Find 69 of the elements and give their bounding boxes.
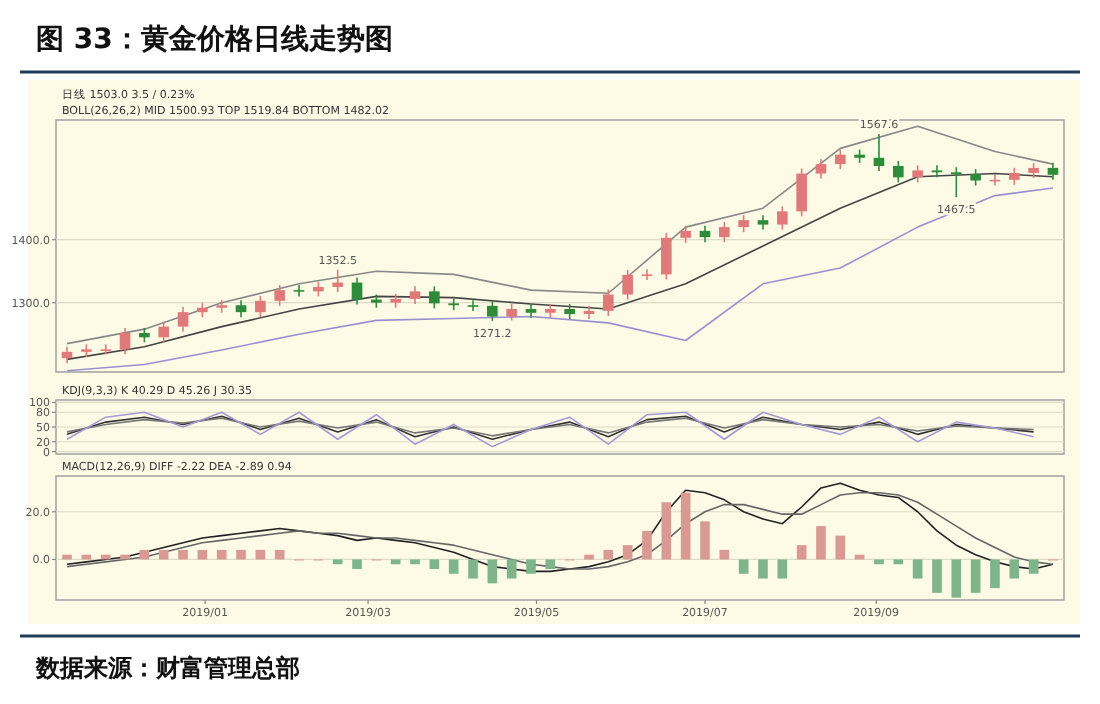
candlestick <box>719 221 730 244</box>
bar <box>642 530 652 560</box>
bar <box>216 549 227 560</box>
line-series <box>66 411 1035 448</box>
line-series <box>66 125 1054 345</box>
candlestick <box>158 320 170 344</box>
bar <box>661 502 672 560</box>
bar <box>990 559 1000 589</box>
candlestick <box>950 166 962 198</box>
bar <box>932 559 942 593</box>
candlestick <box>525 303 537 319</box>
bar <box>719 549 730 560</box>
bar <box>835 535 846 560</box>
bar <box>1028 559 1039 574</box>
bar <box>758 559 768 579</box>
bar <box>448 559 459 574</box>
bar <box>874 559 884 565</box>
bar <box>429 559 440 569</box>
candlestick <box>796 167 807 218</box>
bar <box>777 559 788 579</box>
bar <box>970 559 981 593</box>
candlestick <box>641 268 653 281</box>
bar <box>274 549 285 560</box>
bar <box>680 492 691 560</box>
bar <box>738 559 749 574</box>
bar <box>951 559 962 598</box>
candlestick <box>255 294 266 318</box>
candlestick <box>100 343 112 356</box>
bar <box>332 559 343 565</box>
bar <box>700 521 710 560</box>
bar <box>178 549 188 560</box>
bar <box>816 526 826 560</box>
bar <box>912 559 923 579</box>
bar <box>622 545 633 560</box>
bar <box>1009 559 1020 579</box>
candlestick <box>119 327 131 356</box>
bar <box>390 559 401 565</box>
candlestick <box>351 276 363 306</box>
candlestick <box>603 288 614 317</box>
candlestick <box>931 164 943 179</box>
bar <box>506 559 517 579</box>
bar <box>352 559 362 569</box>
bar <box>158 549 169 560</box>
bar <box>236 549 246 560</box>
candlestick <box>892 160 904 184</box>
candlestick <box>293 284 305 298</box>
bar <box>526 559 536 574</box>
bar <box>603 549 614 560</box>
chart-title: 图 33：黄金价格日线走势图 <box>36 24 393 56</box>
bar <box>796 545 807 560</box>
bar <box>545 559 556 569</box>
candlestick <box>177 306 189 333</box>
candlestick <box>332 268 343 293</box>
candlestick <box>777 205 788 231</box>
bar <box>487 559 498 584</box>
candlestick <box>661 231 672 281</box>
candlestick <box>274 284 286 307</box>
candlestick <box>622 269 633 301</box>
candlestick <box>815 158 827 180</box>
bar <box>893 559 904 565</box>
candlestick <box>467 299 479 312</box>
candlestick <box>583 305 595 320</box>
bar <box>410 559 420 565</box>
bar <box>468 559 478 579</box>
source-note: 数据来源：财富管理总部 <box>34 654 300 682</box>
candlestick <box>429 285 440 310</box>
candlestick <box>873 133 885 172</box>
candlestick <box>487 300 498 322</box>
candlestick <box>834 148 846 170</box>
